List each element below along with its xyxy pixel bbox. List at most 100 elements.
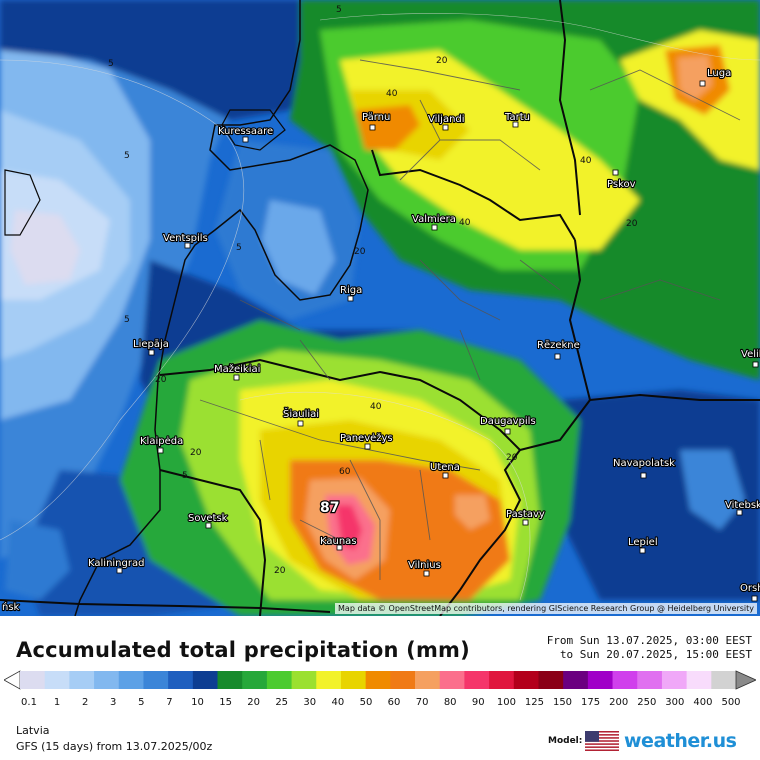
scale-tick-label: 250 [637,697,657,708]
scale-tick-label: 100 [496,697,516,708]
scale-tick-label: 10 [191,697,204,708]
precip-zone-salmon-east [455,495,490,530]
scale-tick-label: 0.1 [21,697,37,708]
city-vitebsk[interactable]: Vitebsk [724,499,760,516]
border-estonia-russia [558,0,581,216]
period-from: From Sun 13.07.2025, 03:00 EEST [546,634,752,647]
city-daugavpils[interactable]: Daugavpils [479,415,537,435]
contour-label: 5 [124,151,130,161]
regional-borders-latvia [239,259,561,381]
precip-zone-orange-parnu [355,105,420,150]
contour-label: 20 [354,247,366,257]
precip-zone-navy-north [0,0,380,120]
city-viljandi[interactable]: Viljandi [427,113,466,131]
city-kaunas[interactable]: Kaunas [319,535,358,551]
svg-text:Kuressaare: Kuressaare [218,126,273,137]
precip-zone-gulf-light [262,200,335,295]
scale-tick-label: 300 [665,697,685,708]
city-utena[interactable]: Utena [429,461,461,479]
regional-borders-russia [589,69,741,301]
scale-color-swatch [513,671,539,689]
scale-tick-label: 3 [110,697,117,708]
city-siauliai[interactable]: Šiauliai [282,406,320,427]
contour-label: 5 [236,243,242,253]
model-label: Model: [548,736,583,746]
city-pskov[interactable]: Pskov [606,169,637,191]
city-klaipeda[interactable]: Klaipėda [139,435,184,454]
precipitation-map[interactable]: 5 5 5 5 5 5 20 20 20 20 20 20 20 40 40 4… [0,0,760,616]
scale-color-swatch [686,671,712,689]
city-lepiel[interactable]: Lepiel [627,536,659,554]
period-to: to Sun 20.07.2025, 15:00 EEST [559,648,752,661]
coastline [74,0,369,616]
city-panevezys[interactable]: Panevėžys [339,431,394,450]
scale-color-swatch [439,671,465,689]
svg-text:Klaipėda: Klaipėda [140,436,183,447]
contour-label: 5 [108,59,114,69]
scale-tick-label: 1 [53,697,61,708]
contour-label: 20 [155,375,167,385]
svg-text:Lepiel: Lepiel [628,537,658,548]
city-sovetsk[interactable]: Sovetsk [187,512,229,529]
scale-color-swatch [242,671,268,689]
scale-tick-label: 60 [387,697,401,708]
svg-text:Luga: Luga [707,68,731,79]
precip-zone-blue-spot-southwest [5,520,70,600]
precip-zone-salmon-luga [678,56,712,100]
svg-text:Riga: Riga [340,285,362,296]
precip-zone-sea-min [10,210,80,285]
city-parnu[interactable]: Pärnu [361,111,391,131]
scale-tick-label: 80 [443,697,457,708]
scale-color-swatch [464,671,490,689]
city-liepaja[interactable]: Liepāja [132,338,170,356]
scale-tick-label: 20 [247,697,260,708]
contour-label: 40 [386,89,398,99]
scale-arrow-left [3,670,21,690]
border-latvia-belarus [519,399,591,451]
svg-text:Navapolatsk: Navapolatsk [613,458,675,469]
scale-color-swatch [217,671,243,689]
island-west [4,169,41,236]
scale-color-swatch [266,671,292,689]
regional-borders-estonia [359,59,541,181]
scale-color-swatch [340,671,367,689]
scale-color-swatch [44,671,70,689]
svg-text:Pärnu: Pärnu [362,112,390,123]
contour-line-5 [0,59,245,541]
contour-label: 20 [626,219,638,229]
contour-label: 5 [182,471,188,481]
city-kuressaare[interactable]: Kuressaare [217,125,274,143]
city-vilnius[interactable]: Vilnius [407,559,442,577]
precip-zone-blue-spot-east [680,450,745,530]
weather-us-logo[interactable]: weather.us [624,730,737,752]
city-orsha[interactable]: Orsha [739,582,760,602]
city-tartu[interactable]: Tartu [503,111,531,128]
scale-tick-label: 400 [693,697,713,708]
scale-color-swatch [612,671,638,689]
scale-color-swatch [365,671,391,689]
city-luga[interactable]: Luga [699,67,732,87]
contour-label: 20 [436,56,448,66]
city-mazeikiai[interactable]: Mažeikiai [213,362,262,381]
city-valmiera[interactable]: Valmiera [411,213,457,231]
city-rezekne[interactable]: Rēzekne [536,339,581,360]
scale-color-swatch [563,671,589,689]
svg-text:Kaliningrad: Kaliningrad [88,558,144,569]
scale-arrow-right [735,670,757,690]
contour-label: 20 [274,566,286,576]
scale-color-swatch [637,671,663,689]
scale-tick-label: 90 [471,697,485,708]
edge-city-fragment: ńsk [2,601,20,613]
svg-text:Vitebsk: Vitebsk [725,500,760,511]
city-ventspils[interactable]: Ventspils [162,232,209,249]
city-kaliningrad[interactable]: Kaliningrad [87,557,146,574]
city-riga[interactable]: Riga [339,284,363,302]
color-scale-bar [3,670,757,690]
scale-color-swatch [168,671,194,689]
city-navapolatsk[interactable]: Navapolatsk [612,457,676,479]
contour-label: 5 [124,315,130,325]
contour-line-40 [239,391,531,601]
contour-label: 20 [190,448,202,458]
city-pastavy[interactable]: Pastavy [505,508,546,526]
city-velikie[interactable]: Velikie [740,348,760,368]
